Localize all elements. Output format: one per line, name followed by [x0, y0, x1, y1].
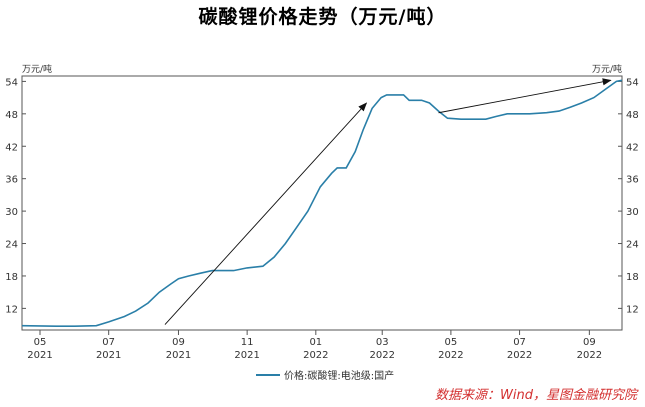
y-tick-label-right: 18	[626, 272, 639, 283]
x-tick-label-year: 2022	[507, 350, 532, 361]
y-tick-label-right: 42	[626, 142, 639, 153]
y-tick-label-right: 30	[626, 207, 639, 218]
x-tick-label-month: 01	[309, 337, 322, 348]
x-tick-label-month: 11	[241, 337, 254, 348]
y-tick-label-left: 54	[5, 77, 18, 88]
x-tick-label-month: 07	[102, 337, 115, 348]
x-tick-label-year: 2022	[369, 350, 394, 361]
legend: 价格:碳酸锂:电池级:国产	[256, 369, 394, 382]
x-tick-label-month: 05	[445, 337, 458, 348]
x-tick-label-year: 2021	[96, 350, 121, 361]
x-tick-label-month: 05	[34, 337, 47, 348]
x-tick-label-month: 09	[172, 337, 185, 348]
right-unit-label: 万元/吨	[592, 63, 622, 75]
y-tick-label-left: 36	[5, 175, 18, 186]
legend-label: 价格:碳酸锂:电池级:国产	[284, 369, 394, 382]
x-tick-label-year: 2021	[166, 350, 191, 361]
y-tick-label-right: 48	[626, 110, 639, 121]
x-tick-label-year: 2022	[577, 350, 602, 361]
y-tick-label-left: 12	[5, 304, 18, 315]
y-tick-label-left: 42	[5, 142, 18, 153]
x-tick-label-year: 2021	[27, 350, 52, 361]
left-unit-label: 万元/吨	[22, 63, 52, 75]
y-tick-label-right: 12	[626, 304, 639, 315]
y-tick-label-right: 36	[626, 175, 639, 186]
x-tick-label-year: 2021	[234, 350, 259, 361]
plot-frame	[21, 75, 623, 331]
x-tick-label-month: 09	[583, 337, 596, 348]
series-line	[21, 79, 623, 327]
x-tick-label-year: 2022	[438, 350, 463, 361]
source-note: 数据来源：Wind，星图金融研究院	[435, 388, 637, 403]
x-tick-label-year: 2022	[303, 350, 328, 361]
trend-arrow	[164, 102, 368, 325]
x-tick-label-month: 03	[376, 337, 389, 348]
trend-arrow	[438, 78, 612, 114]
y-tick-label-right: 54	[626, 77, 639, 88]
y-tick-label-right: 24	[626, 240, 639, 251]
y-tick-label-left: 48	[5, 110, 18, 121]
x-tick-label-month: 07	[513, 337, 526, 348]
y-tick-label-left: 18	[5, 272, 18, 283]
y-tick-label-left: 30	[5, 207, 18, 218]
chart-title: 碳酸锂价格走势（万元/吨）	[198, 6, 447, 28]
y-tick-label-left: 24	[5, 240, 18, 251]
